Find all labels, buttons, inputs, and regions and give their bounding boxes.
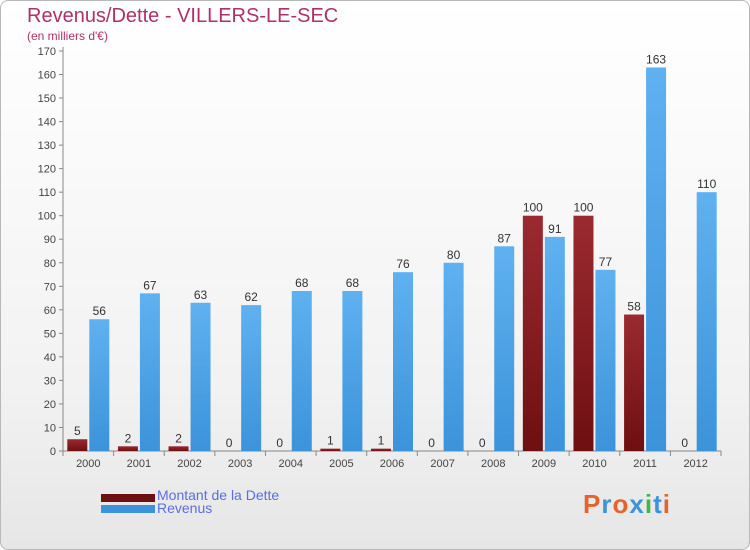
x-tick-label: 2002 bbox=[177, 458, 201, 470]
data-label-revenus: 68 bbox=[346, 276, 360, 290]
y-tick-label: 50 bbox=[44, 328, 56, 340]
data-label-revenus: 68 bbox=[295, 276, 309, 290]
data-label-dette: 100 bbox=[523, 201, 543, 215]
logo-letter: P bbox=[583, 489, 602, 519]
x-tick-label: 2005 bbox=[329, 458, 353, 470]
x-tick-label: 2011 bbox=[633, 458, 657, 470]
data-label-dette: 0 bbox=[428, 436, 435, 450]
data-label-revenus: 80 bbox=[447, 248, 461, 262]
bar-revenus bbox=[696, 192, 717, 452]
data-label-revenus: 62 bbox=[244, 290, 258, 304]
data-label-dette: 1 bbox=[327, 434, 334, 448]
logo-letter: o bbox=[612, 489, 630, 519]
bar-dette bbox=[168, 446, 189, 451]
bar-dette bbox=[117, 446, 138, 451]
y-tick-label: 90 bbox=[44, 234, 56, 246]
y-tick-label: 40 bbox=[44, 352, 56, 364]
bar-revenus bbox=[393, 272, 413, 451]
logo-letter: r bbox=[601, 489, 613, 519]
bar-dette bbox=[320, 448, 341, 451]
bar-revenus bbox=[241, 305, 262, 451]
data-label-revenus: 67 bbox=[143, 278, 157, 292]
bar-revenus bbox=[595, 269, 616, 451]
data-label-dette: 5 bbox=[74, 424, 81, 438]
data-label-dette: 0 bbox=[226, 436, 233, 450]
y-tick-label: 160 bbox=[38, 70, 56, 82]
bar-dette bbox=[371, 448, 391, 451]
data-label-revenus: 77 bbox=[599, 255, 613, 269]
logo-letter: t bbox=[653, 489, 663, 519]
legend-swatch-dette bbox=[101, 494, 155, 502]
y-tick-label: 170 bbox=[38, 46, 56, 58]
bar-revenus bbox=[139, 293, 160, 451]
data-label-revenus: 163 bbox=[646, 52, 666, 66]
legend-swatch-revenus bbox=[101, 505, 155, 513]
data-label-revenus: 87 bbox=[498, 231, 512, 245]
y-tick-label: 150 bbox=[38, 93, 56, 105]
bar-dette bbox=[522, 215, 543, 451]
legend-label-dette: Montant de la Dette bbox=[157, 487, 280, 503]
data-label-revenus: 91 bbox=[548, 222, 562, 236]
bar-revenus bbox=[443, 262, 464, 451]
x-tick-label: 2003 bbox=[228, 458, 252, 470]
data-label-dette: 100 bbox=[573, 201, 593, 215]
logo-letter: x bbox=[629, 489, 645, 519]
x-tick-label: 2004 bbox=[279, 458, 303, 470]
y-tick-label: 0 bbox=[50, 446, 56, 458]
bar-revenus bbox=[190, 302, 211, 451]
y-tick-label: 80 bbox=[44, 258, 56, 270]
chart-title: Revenus/Dette - VILLERS-LE-SEC bbox=[27, 5, 339, 27]
x-tick-label: 2006 bbox=[380, 458, 404, 470]
y-tick-label: 70 bbox=[44, 281, 56, 293]
data-label-revenus: 56 bbox=[93, 304, 107, 318]
chart-subtitle: (en milliers d'€) bbox=[27, 29, 108, 43]
bar-revenus bbox=[544, 236, 565, 451]
y-tick-label: 120 bbox=[38, 164, 56, 176]
x-tick-label: 2012 bbox=[683, 458, 707, 470]
x-tick-label: 2000 bbox=[76, 458, 100, 470]
data-label-dette: 0 bbox=[276, 436, 283, 450]
y-tick-label: 110 bbox=[38, 187, 56, 199]
bar-revenus bbox=[291, 291, 312, 451]
data-label-revenus: 110 bbox=[697, 177, 716, 191]
data-label-dette: 0 bbox=[479, 436, 486, 450]
bar-revenus bbox=[646, 67, 667, 452]
y-tick-label: 60 bbox=[44, 305, 56, 317]
bar-dette bbox=[67, 439, 88, 451]
x-tick-label: 2001 bbox=[127, 458, 151, 470]
data-label-dette: 58 bbox=[627, 300, 641, 314]
logo-letter: i bbox=[644, 489, 654, 519]
y-tick-label: 100 bbox=[38, 211, 56, 223]
y-tick-label: 20 bbox=[44, 399, 56, 411]
x-tick-label: 2009 bbox=[532, 458, 556, 470]
data-label-dette: 2 bbox=[125, 431, 132, 445]
legend-label-revenus: Revenus bbox=[157, 500, 213, 516]
logo-letter: i bbox=[662, 489, 671, 519]
y-tick-label: 140 bbox=[38, 117, 56, 129]
x-tick-label: 2007 bbox=[430, 458, 454, 470]
data-label-revenus: 63 bbox=[194, 288, 208, 302]
data-label-dette: 0 bbox=[681, 436, 688, 450]
data-label-revenus: 76 bbox=[396, 257, 410, 271]
bar-dette bbox=[624, 314, 645, 451]
data-label-dette: 2 bbox=[175, 431, 182, 445]
proxiti-logo: Proxiti bbox=[583, 489, 671, 520]
bar-revenus bbox=[89, 319, 110, 451]
bar-revenus bbox=[494, 246, 515, 451]
bar-dette bbox=[573, 215, 594, 451]
data-label-dette: 1 bbox=[378, 434, 385, 448]
x-tick-label: 2010 bbox=[582, 458, 606, 470]
y-tick-label: 130 bbox=[38, 140, 56, 152]
y-tick-label: 10 bbox=[44, 422, 56, 434]
x-tick-label: 2008 bbox=[481, 458, 505, 470]
bar-revenus bbox=[342, 291, 363, 451]
y-tick-label: 30 bbox=[44, 375, 56, 387]
